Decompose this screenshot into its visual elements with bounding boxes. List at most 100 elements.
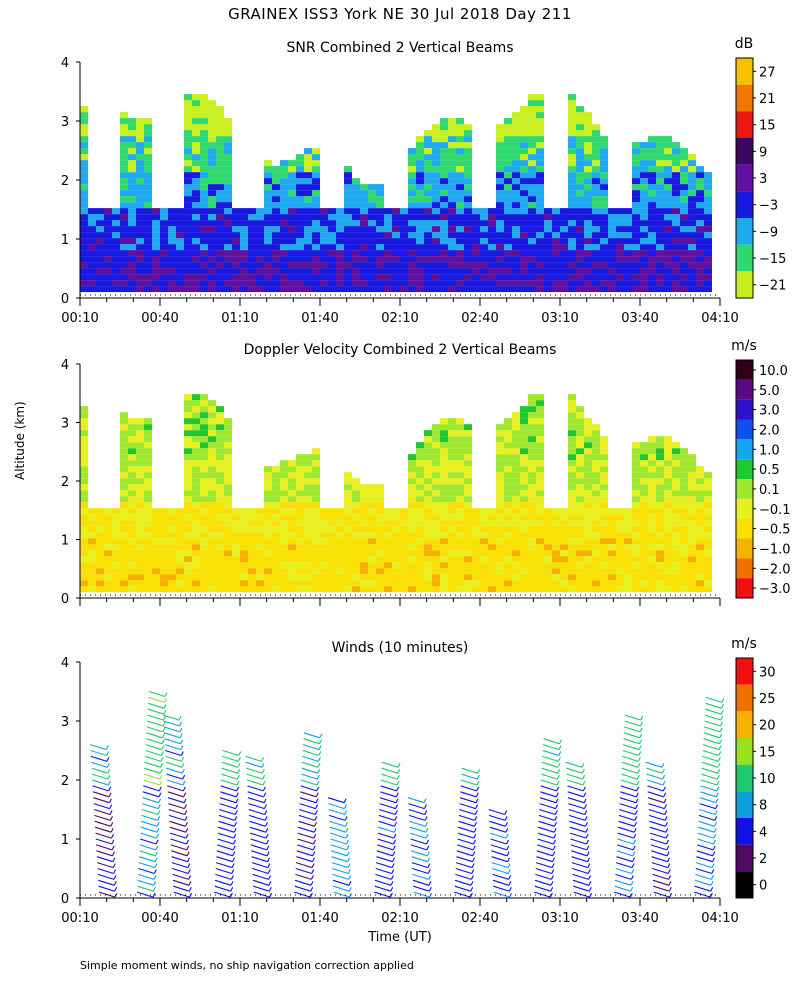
heatmap-cell	[184, 502, 192, 509]
heatmap-cell	[200, 196, 208, 203]
wind-barb-flag	[718, 745, 722, 750]
wind-barb	[624, 714, 642, 721]
heatmap-cell	[520, 406, 528, 413]
heatmap-cell	[216, 448, 224, 455]
heatmap-cell	[368, 274, 376, 281]
wind-barb-flag	[163, 709, 167, 715]
heatmap-cell	[648, 268, 656, 275]
heatmap-cell	[504, 286, 512, 293]
wind-barb	[538, 820, 555, 827]
wind-barb	[411, 856, 428, 863]
heatmap-cell	[352, 508, 360, 515]
heatmap-cell	[656, 142, 664, 149]
wind-barb	[696, 856, 713, 863]
heatmap-cell	[672, 178, 680, 185]
heatmap-cell	[216, 532, 224, 539]
wind-profile	[407, 797, 433, 898]
wind-barb	[649, 826, 666, 833]
heatmap-cell	[696, 484, 704, 491]
heatmap-cell	[120, 208, 128, 215]
wind-barb-flag	[268, 881, 272, 886]
colorbar-swatch	[736, 379, 753, 400]
heatmap-cell	[168, 280, 176, 287]
heatmap-cell	[120, 130, 128, 137]
heatmap-cell	[200, 214, 208, 221]
wind-barb-flag	[344, 810, 348, 815]
heatmap-cell	[568, 550, 576, 557]
wind-barb	[146, 726, 163, 733]
heatmap-cell	[184, 478, 192, 485]
heatmap-cell	[456, 568, 464, 575]
heatmap-cell	[208, 112, 216, 119]
heatmap-cell	[448, 178, 456, 185]
heatmap-cell	[512, 190, 520, 197]
wind-barb-flag	[473, 827, 477, 833]
heatmap-cell	[384, 550, 392, 557]
heatmap-cell	[376, 256, 384, 263]
wind-barb-flag	[587, 857, 591, 862]
heatmap-cell	[448, 418, 456, 425]
heatmap-cell	[216, 262, 224, 269]
heatmap-cell	[616, 556, 624, 563]
heatmap-cell	[424, 460, 432, 467]
heatmap-cell	[128, 430, 136, 437]
heatmap-cell	[192, 442, 200, 449]
heatmap-cell	[672, 148, 680, 155]
wind-barb-flag	[588, 881, 592, 886]
heatmap-cell	[248, 214, 256, 221]
heatmap-cell	[160, 220, 168, 227]
wind-barb-flag	[634, 810, 638, 815]
wind-barb-flag	[662, 780, 666, 786]
heatmap-cell	[144, 118, 152, 125]
heatmap-cell	[416, 484, 424, 491]
wind-barb	[96, 856, 114, 863]
wind-barb	[170, 844, 188, 851]
heatmap-cell	[528, 544, 536, 551]
heatmap-cell	[592, 244, 600, 251]
heatmap-cell	[576, 490, 584, 497]
heatmap-cell	[208, 412, 216, 419]
heatmap-cell	[216, 442, 224, 449]
wind-barb	[698, 820, 715, 827]
wind-barb-flag	[505, 833, 509, 839]
heatmap-cell	[568, 466, 576, 473]
heatmap-cell	[408, 256, 416, 263]
heatmap-cell	[184, 100, 192, 107]
heatmap-cell	[136, 232, 144, 239]
heatmap-cell	[584, 532, 592, 539]
heatmap-cell	[456, 514, 464, 521]
heatmap-cell	[176, 580, 184, 587]
wind-barb	[251, 862, 269, 869]
colorbar-swatch	[736, 518, 753, 539]
heatmap-cell	[96, 268, 104, 275]
heatmap-cell	[536, 196, 544, 203]
heatmap-cell	[224, 442, 232, 449]
wind-barb	[97, 873, 115, 880]
heatmap-cell	[120, 286, 128, 293]
heatmap-cell	[96, 580, 104, 587]
wind-barb	[214, 885, 231, 892]
heatmap-cell	[280, 574, 288, 581]
wind-barb	[332, 873, 349, 880]
wind-barb-flag	[395, 798, 399, 803]
heatmap-cell	[424, 184, 432, 191]
heatmap-cell	[520, 202, 528, 209]
wind-profile	[214, 749, 242, 898]
heatmap-cell	[496, 178, 504, 185]
heatmap-cell	[424, 496, 432, 503]
heatmap-cell	[664, 178, 672, 185]
wind-barb	[142, 791, 160, 798]
y-tick-label: 1	[61, 833, 69, 848]
heatmap-cell	[384, 232, 392, 239]
heatmap-cell	[440, 562, 448, 569]
heatmap-cell	[424, 478, 432, 485]
heatmap-cell	[336, 214, 344, 221]
wind-barb-flag	[112, 857, 116, 862]
heatmap-cell	[216, 580, 224, 587]
heatmap-cell	[176, 250, 184, 257]
heatmap-cell	[440, 238, 448, 245]
heatmap-cell	[288, 490, 296, 497]
heatmap-cell	[264, 550, 272, 557]
heatmap-cell	[128, 466, 136, 473]
heatmap-cell	[200, 586, 208, 593]
